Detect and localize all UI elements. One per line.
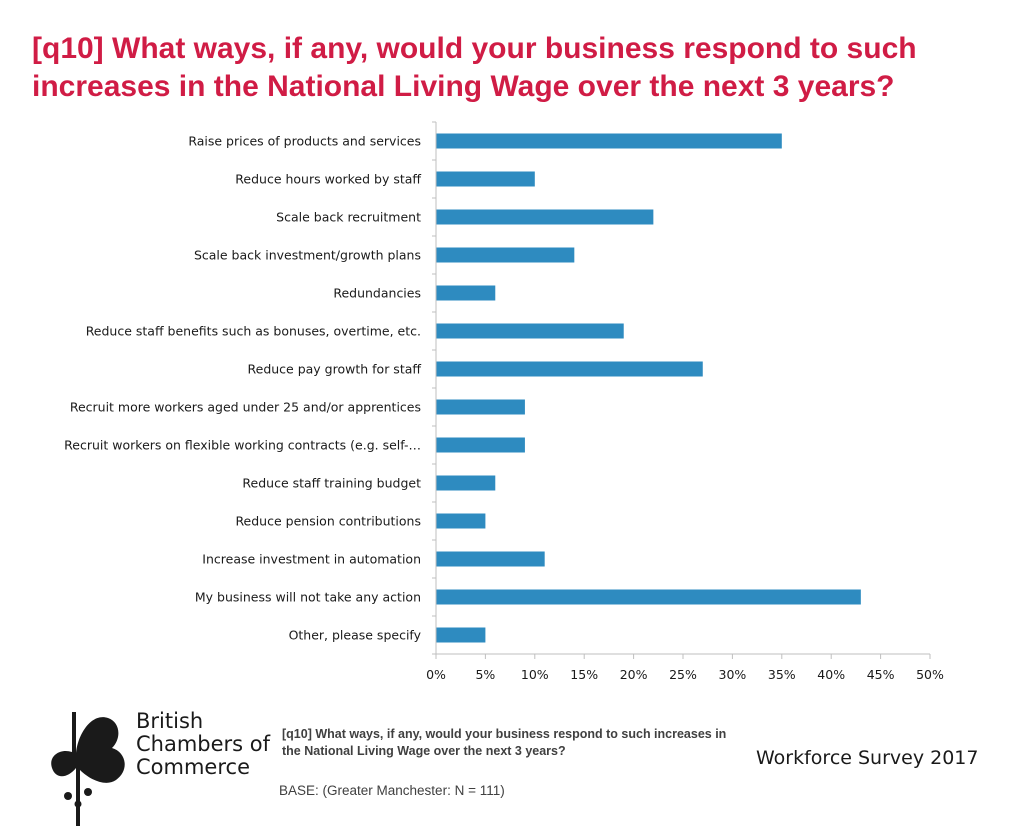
category-label: Other, please specify <box>289 628 422 643</box>
bar <box>436 399 525 415</box>
bars <box>436 133 861 643</box>
x-tick-label: 30% <box>719 667 747 682</box>
category-label: Scale back recruitment <box>276 210 421 225</box>
x-tick-label: 20% <box>620 667 648 682</box>
bar-chart: Raise prices of products and services Red… <box>64 121 944 682</box>
bar <box>436 133 782 149</box>
logo-line: British <box>136 709 204 733</box>
x-tick-label: 35% <box>768 667 796 682</box>
bar <box>436 551 545 567</box>
category-label: Reduce hours worked by staff <box>235 172 421 187</box>
bar <box>436 437 525 453</box>
base-note: BASE: (Greater Manchester: N = 111) <box>279 783 505 798</box>
page-title: [q10] What ways, if any, would your busi… <box>32 32 917 103</box>
bar <box>436 171 535 187</box>
logo-wordmark: British Chambers of Commerce <box>136 710 270 779</box>
category-label: Reduce staff training budget <box>242 476 421 491</box>
bar <box>436 209 654 225</box>
x-tick-label: 25% <box>669 667 697 682</box>
category-label: Redundancies <box>333 286 421 301</box>
logo-line: Commerce <box>136 755 250 779</box>
bar <box>436 475 496 491</box>
bar <box>436 247 575 263</box>
bar <box>436 627 486 643</box>
axes <box>432 121 931 659</box>
category-label: Increase investment in automation <box>202 552 421 567</box>
category-label: Recruit workers on flexible working cont… <box>64 438 421 453</box>
bar <box>436 589 861 605</box>
category-label: Raise prices of products and services <box>188 134 421 149</box>
category-label: My business will not take any action <box>195 590 421 605</box>
category-label: Reduce staff benefits such as bonuses, o… <box>86 324 421 339</box>
x-tick-label: 40% <box>817 667 845 682</box>
x-tick-label: 45% <box>867 667 895 682</box>
bar <box>436 513 486 529</box>
category-label: Reduce pension contributions <box>235 514 421 529</box>
x-tick-label: 10% <box>521 667 549 682</box>
x-tick-label: 0% <box>426 667 446 682</box>
logo-line: Chambers of <box>136 732 271 756</box>
x-tick-label: 5% <box>475 667 495 682</box>
category-label: Recruit more workers aged under 25 and/o… <box>70 400 421 415</box>
x-tick-label: 50% <box>916 667 944 682</box>
x-tick-labels: 0% 5% 10% 15% 20% 25% 30% 35% 40% 45% 50% <box>426 667 944 682</box>
bcc-logo-icon <box>51 712 125 826</box>
category-label: Reduce pay growth for staff <box>248 362 422 377</box>
survey-label: Workforce Survey 2017 <box>756 747 979 769</box>
x-tick-label: 15% <box>570 667 598 682</box>
bar <box>436 361 703 377</box>
bar <box>436 285 496 301</box>
category-labels: Raise prices of products and services Red… <box>64 134 421 643</box>
question-footnote: [q10] What ways, if any, would your busi… <box>282 727 727 758</box>
category-label: Scale back investment/growth plans <box>194 248 421 263</box>
bar <box>436 323 624 339</box>
